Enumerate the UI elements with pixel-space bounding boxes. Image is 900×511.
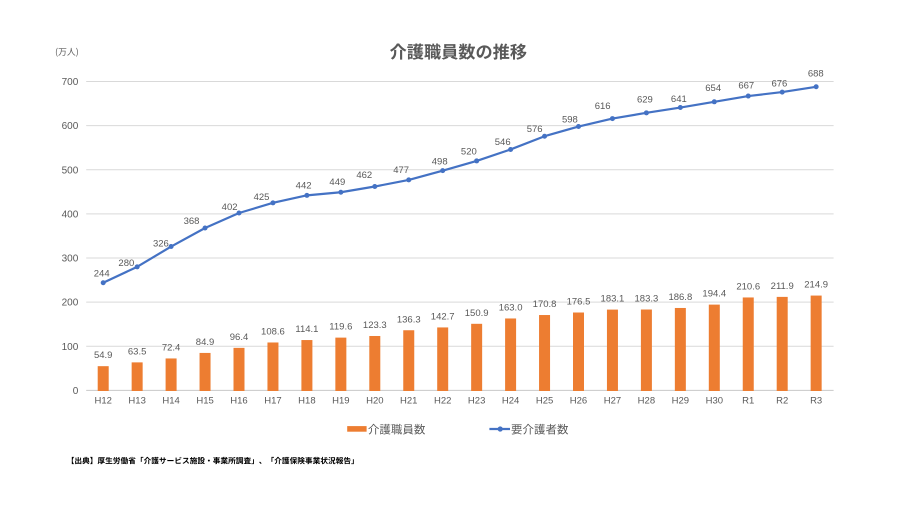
svg-text:H23: H23 [468, 395, 485, 406]
svg-text:136.3: 136.3 [397, 314, 421, 325]
svg-text:520: 520 [461, 147, 477, 158]
svg-text:H24: H24 [502, 395, 519, 406]
svg-text:183.1: 183.1 [601, 294, 625, 305]
svg-text:114.1: 114.1 [295, 324, 318, 335]
svg-text:123.3: 123.3 [363, 320, 387, 331]
svg-text:676: 676 [771, 78, 787, 89]
svg-text:H18: H18 [298, 395, 315, 406]
svg-text:108.6: 108.6 [261, 326, 285, 337]
svg-text:63.5: 63.5 [128, 346, 147, 357]
svg-text:667: 667 [738, 80, 754, 91]
svg-text:688: 688 [808, 68, 824, 79]
svg-text:H21: H21 [400, 395, 417, 406]
svg-text:170.8: 170.8 [533, 299, 557, 310]
svg-text:H17: H17 [264, 395, 281, 406]
svg-text:442: 442 [296, 180, 312, 191]
svg-text:654: 654 [705, 83, 721, 94]
svg-text:477: 477 [393, 165, 409, 176]
svg-text:H30: H30 [706, 395, 723, 406]
svg-text:0: 0 [73, 386, 79, 397]
svg-text:H22: H22 [434, 395, 451, 406]
svg-text:462: 462 [356, 170, 372, 181]
svg-text:629: 629 [637, 95, 653, 106]
svg-text:H16: H16 [230, 395, 247, 406]
svg-text:H20: H20 [366, 395, 383, 406]
svg-text:214.9: 214.9 [804, 280, 828, 291]
svg-text:194.4: 194.4 [702, 289, 726, 300]
svg-text:500: 500 [62, 165, 79, 176]
svg-text:616: 616 [595, 101, 611, 112]
svg-text:498: 498 [432, 156, 448, 167]
svg-text:54.9: 54.9 [94, 350, 113, 361]
svg-text:186.8: 186.8 [668, 292, 692, 303]
svg-text:576: 576 [527, 124, 543, 135]
svg-text:641: 641 [671, 94, 687, 105]
svg-text:142.7: 142.7 [431, 311, 455, 322]
svg-text:183.3: 183.3 [635, 294, 659, 305]
svg-text:210.6: 210.6 [736, 281, 760, 292]
svg-text:598: 598 [562, 114, 578, 125]
svg-text:244: 244 [94, 268, 110, 279]
svg-text:H13: H13 [128, 395, 145, 406]
svg-text:400: 400 [62, 209, 79, 220]
svg-text:368: 368 [184, 216, 200, 227]
svg-text:84.9: 84.9 [196, 337, 215, 348]
svg-text:150.9: 150.9 [465, 308, 489, 319]
svg-text:96.4: 96.4 [230, 332, 249, 343]
svg-text:R1: R1 [742, 395, 754, 406]
svg-text:H27: H27 [604, 395, 621, 406]
svg-text:H26: H26 [570, 395, 587, 406]
svg-text:176.5: 176.5 [567, 297, 591, 308]
svg-text:280: 280 [118, 258, 134, 269]
svg-text:449: 449 [329, 177, 345, 188]
svg-text:425: 425 [254, 192, 270, 203]
svg-text:H15: H15 [196, 395, 213, 406]
svg-text:R2: R2 [776, 395, 788, 406]
svg-text:R3: R3 [810, 395, 822, 406]
svg-text:326: 326 [153, 238, 169, 249]
svg-text:H14: H14 [162, 395, 179, 406]
svg-text:700: 700 [62, 77, 79, 88]
svg-text:163.0: 163.0 [499, 302, 523, 313]
svg-text:H19: H19 [332, 395, 349, 406]
svg-text:211.9: 211.9 [771, 281, 794, 292]
svg-text:H29: H29 [672, 395, 689, 406]
svg-text:72.4: 72.4 [162, 342, 181, 353]
svg-text:H28: H28 [638, 395, 655, 406]
svg-text:100: 100 [62, 342, 79, 353]
svg-text:119.6: 119.6 [329, 322, 352, 333]
svg-text:600: 600 [62, 121, 79, 132]
svg-text:546: 546 [495, 137, 511, 148]
svg-text:H12: H12 [94, 395, 111, 406]
svg-text:200: 200 [62, 298, 79, 309]
svg-text:300: 300 [62, 254, 79, 265]
svg-text:H25: H25 [536, 395, 553, 406]
svg-text:402: 402 [222, 202, 238, 213]
